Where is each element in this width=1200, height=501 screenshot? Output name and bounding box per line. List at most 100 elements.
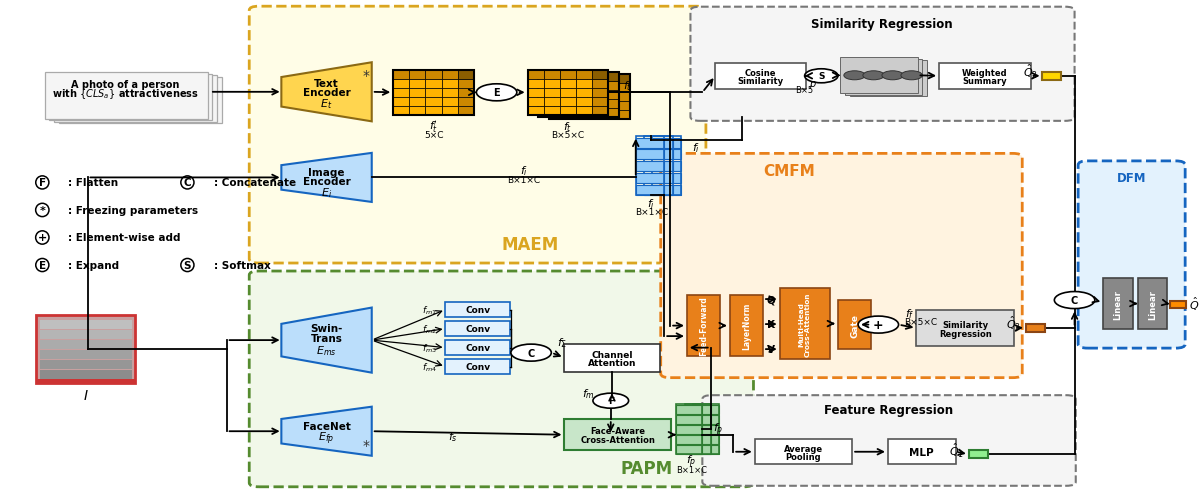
Bar (602, 82, 619, 91)
Text: $f_{m3}$: $f_{m3}$ (422, 342, 437, 354)
Text: Conv: Conv (466, 343, 490, 352)
Bar (539, 109, 554, 118)
Text: Channel: Channel (592, 350, 632, 359)
Bar (684, 425, 710, 434)
Bar (684, 404, 710, 454)
Text: E: E (38, 261, 46, 271)
Bar (442, 71, 458, 80)
Bar (1103, 279, 1133, 330)
Bar (644, 174, 673, 184)
Bar (570, 82, 587, 91)
Text: C: C (1070, 296, 1078, 306)
Bar (426, 80, 442, 89)
Bar (554, 82, 570, 91)
Bar (581, 84, 598, 93)
Text: $f_{m1}$: $f_{m1}$ (422, 304, 437, 316)
Bar (581, 111, 598, 120)
Bar (684, 405, 710, 414)
Text: S: S (184, 261, 191, 271)
Bar (968, 450, 988, 458)
Text: B×1×C: B×1×C (676, 465, 707, 474)
Bar (653, 185, 680, 195)
Text: F: F (38, 178, 46, 188)
Circle shape (863, 72, 884, 81)
Text: Encoder: Encoder (302, 88, 350, 98)
Text: $f_{m4}$: $f_{m4}$ (422, 361, 437, 373)
Text: Encoder: Encoder (302, 177, 350, 187)
Bar (730, 296, 763, 356)
Bar (528, 80, 544, 89)
Text: $E_{ms}$: $E_{ms}$ (317, 344, 337, 357)
FancyBboxPatch shape (690, 8, 1074, 122)
Text: +: + (37, 233, 47, 243)
Bar (560, 71, 576, 80)
Text: PAPM: PAPM (620, 459, 672, 477)
Bar (445, 322, 510, 337)
FancyBboxPatch shape (702, 395, 1075, 486)
Text: Summary: Summary (962, 77, 1007, 86)
Bar (1170, 301, 1187, 308)
Text: Conv: Conv (466, 362, 490, 371)
Bar (692, 435, 719, 444)
Text: Gate: Gate (850, 313, 859, 337)
Bar (442, 107, 458, 116)
Bar (888, 439, 955, 464)
Text: : Flatten: : Flatten (68, 178, 119, 188)
Bar (394, 71, 409, 80)
Text: $f_i$: $f_i$ (647, 197, 655, 210)
Text: K: K (767, 320, 775, 330)
Bar (684, 415, 710, 424)
Bar (676, 415, 702, 424)
Text: Similarity Regression: Similarity Regression (811, 18, 953, 31)
Bar (442, 89, 458, 98)
Bar (917, 311, 1014, 346)
Bar (636, 150, 665, 160)
Bar (692, 415, 719, 424)
Bar (613, 84, 630, 93)
Bar (676, 445, 702, 454)
Circle shape (1055, 292, 1094, 309)
Text: $f_p$: $f_p$ (713, 421, 724, 437)
Circle shape (511, 344, 551, 361)
Bar (560, 107, 576, 116)
Bar (576, 107, 593, 116)
Bar (598, 93, 613, 102)
Bar (394, 80, 409, 89)
Text: Linear: Linear (1114, 289, 1122, 319)
Text: Conv: Conv (466, 306, 490, 315)
Bar (40, 350, 132, 359)
Bar (458, 98, 474, 107)
Bar (636, 138, 665, 148)
Bar (684, 435, 710, 444)
Text: $f_i$: $f_i$ (520, 164, 528, 178)
Bar (548, 75, 565, 84)
Bar (40, 320, 132, 330)
Bar (548, 102, 565, 111)
Bar (528, 71, 608, 116)
FancyBboxPatch shape (1078, 161, 1186, 348)
Bar (528, 89, 544, 98)
Bar (602, 109, 619, 118)
Bar (938, 64, 1031, 90)
Bar (715, 64, 806, 90)
Bar (1026, 324, 1045, 332)
Bar (1043, 73, 1062, 81)
Bar (544, 107, 560, 116)
Bar (598, 111, 613, 120)
Bar (554, 91, 570, 100)
Bar (593, 71, 608, 80)
Bar (528, 107, 544, 116)
Bar (602, 73, 619, 82)
Bar (544, 98, 560, 107)
Bar (780, 289, 829, 359)
Bar (565, 111, 581, 120)
Bar (653, 137, 680, 195)
Text: $f_t$: $f_t$ (563, 120, 572, 133)
Text: $f_i$: $f_i$ (692, 141, 701, 154)
Bar (458, 71, 474, 80)
Bar (1138, 279, 1168, 330)
Bar (539, 73, 619, 118)
Bar (587, 73, 602, 82)
Bar (587, 91, 602, 100)
Polygon shape (281, 308, 372, 373)
